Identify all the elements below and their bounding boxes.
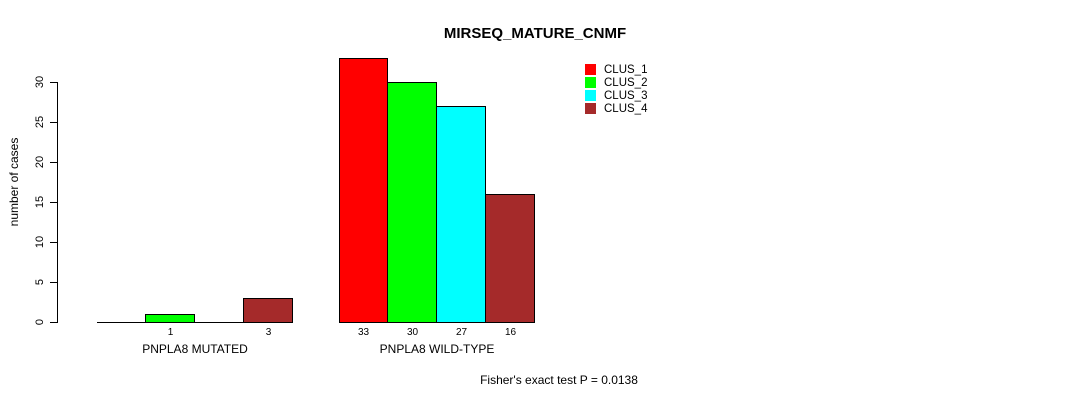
bar-value-label: 16 bbox=[504, 327, 517, 338]
legend-swatch-clus_4 bbox=[585, 103, 596, 114]
chart-title: MIRSEQ_MATURE_CNMF bbox=[443, 25, 627, 42]
bar-clus_4-wildtype bbox=[485, 194, 535, 323]
bar-value-label: 30 bbox=[406, 327, 419, 338]
bar-value-label: 3 bbox=[265, 327, 272, 338]
legend-swatch-clus_3 bbox=[585, 90, 596, 101]
legend-label: CLUS_4 bbox=[604, 102, 648, 115]
zero-baseline bbox=[97, 322, 293, 323]
legend: CLUS_1 CLUS_2 CLUS_3 CLUS_4 bbox=[585, 63, 647, 115]
bar-clus_1-wildtype bbox=[339, 58, 388, 323]
y-tick-mark bbox=[50, 162, 57, 163]
legend-row-clus_4: CLUS_4 bbox=[585, 102, 647, 115]
y-axis-line bbox=[57, 82, 58, 323]
y-tick-label: 15 bbox=[34, 195, 46, 209]
fisher-test-annotation: Fisher's exact test P = 0.0138 bbox=[480, 373, 638, 387]
legend-label: CLUS_3 bbox=[604, 89, 648, 102]
legend-swatch-clus_2 bbox=[585, 77, 596, 88]
y-axis-label: number of cases bbox=[7, 137, 21, 227]
group-label-wildtype: PNPLA8 WILD-TYPE bbox=[379, 342, 495, 356]
y-tick-mark bbox=[50, 282, 57, 283]
bar-clus_4-mutated bbox=[243, 298, 293, 323]
y-tick-label: 10 bbox=[34, 235, 46, 249]
bar-clus_2-mutated bbox=[145, 314, 195, 323]
bar-clus_3-wildtype bbox=[436, 106, 486, 323]
bar-value-label: 27 bbox=[455, 327, 468, 338]
y-tick-label: 5 bbox=[34, 278, 46, 286]
legend-label: CLUS_2 bbox=[604, 76, 648, 89]
bar-value-label: 33 bbox=[357, 327, 370, 338]
legend-row-clus_3: CLUS_3 bbox=[585, 89, 647, 102]
legend-row-clus_1: CLUS_1 bbox=[585, 63, 647, 76]
bar-value-label: 1 bbox=[167, 327, 174, 338]
y-tick-mark bbox=[50, 202, 57, 203]
y-tick-label: 0 bbox=[34, 318, 46, 326]
y-tick-label: 25 bbox=[34, 115, 46, 129]
bar-clus_2-wildtype bbox=[387, 82, 437, 323]
legend-label: CLUS_1 bbox=[604, 63, 648, 76]
y-tick-mark bbox=[50, 322, 57, 323]
y-tick-mark bbox=[50, 122, 57, 123]
y-tick-mark bbox=[50, 242, 57, 243]
group-label-mutated: PNPLA8 MUTATED bbox=[142, 342, 248, 356]
legend-row-clus_2: CLUS_2 bbox=[585, 76, 647, 89]
y-tick-label: 20 bbox=[34, 155, 46, 169]
y-tick-mark bbox=[50, 82, 57, 83]
y-tick-label: 30 bbox=[34, 75, 46, 89]
legend-swatch-clus_1 bbox=[585, 64, 596, 75]
